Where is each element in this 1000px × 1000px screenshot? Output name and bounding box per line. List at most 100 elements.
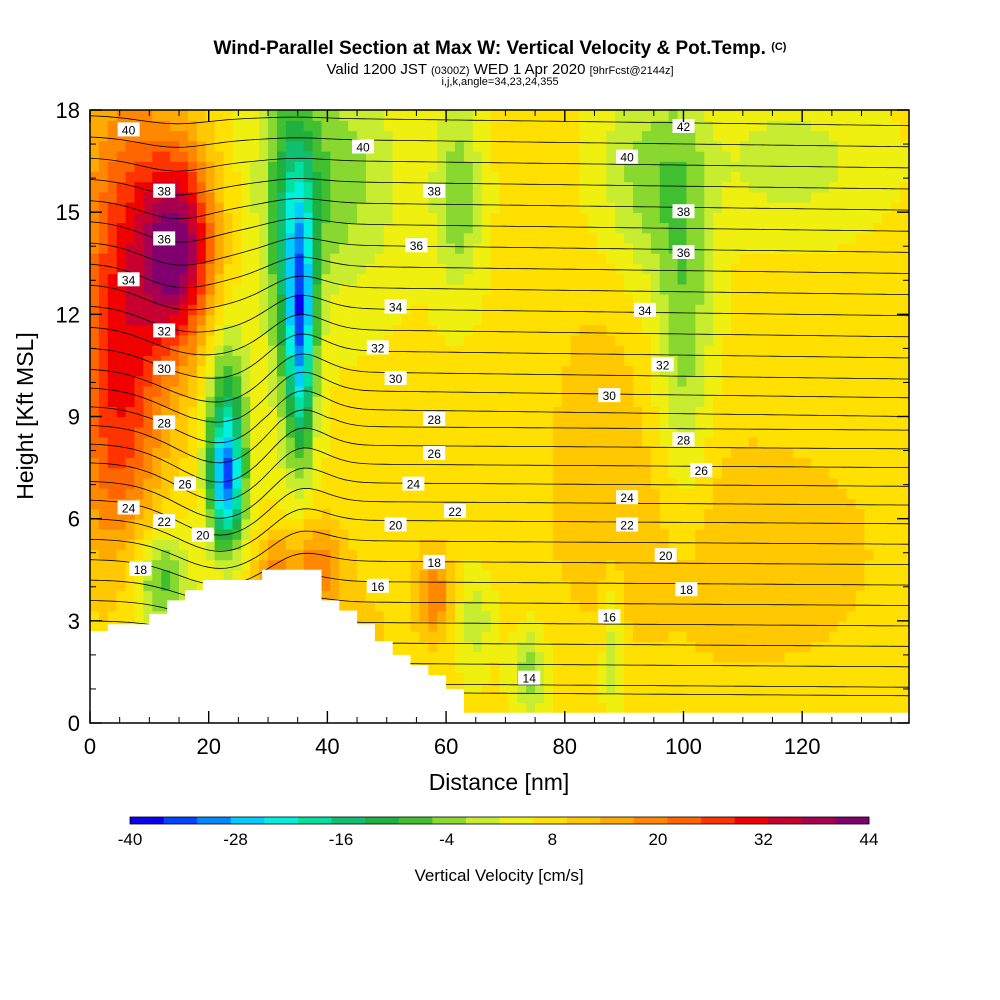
- chart-indices: i,j,k,angle=34,23,24,355: [441, 76, 559, 88]
- isentrope-line: [90, 157, 909, 172]
- colorbar-tick-label: -28: [223, 830, 248, 849]
- x-tick-label: 80: [553, 734, 577, 759]
- contour-label: 24: [122, 502, 136, 516]
- y-tick-label: 3: [68, 609, 80, 634]
- contour-label: 36: [410, 239, 424, 253]
- colorbar-swatch: [801, 817, 836, 824]
- colorbar-tick-label: 44: [860, 830, 879, 849]
- colorbar-tick-label: -40: [118, 830, 143, 849]
- x-tick-label: 100: [665, 734, 702, 759]
- isentrope-line: [90, 390, 909, 444]
- colorbar-swatch: [768, 817, 803, 824]
- contour-label-box: [616, 149, 639, 164]
- contour-label: 40: [122, 123, 136, 137]
- y-tick-label: 18: [56, 98, 80, 123]
- contour-label-box: [174, 476, 196, 491]
- contour-label: 30: [389, 372, 403, 386]
- isentrope-line: [90, 115, 909, 127]
- contour-label-box: [423, 183, 446, 198]
- contour-label: 38: [158, 185, 172, 199]
- isentrope-line: [90, 294, 909, 333]
- colorbar-swatch: [230, 817, 265, 824]
- colorbar-swatch: [835, 817, 870, 824]
- contour-label-box: [633, 302, 656, 317]
- x-tick-label: 20: [196, 734, 220, 759]
- contour-label: 22: [158, 515, 172, 529]
- colorbar-swatch: [734, 817, 769, 824]
- contour-label-box: [384, 371, 407, 385]
- contour-label-box: [675, 582, 698, 597]
- contour-label-box: [129, 561, 152, 576]
- contour-label: 32: [656, 358, 670, 372]
- contour-label-box: [153, 323, 176, 338]
- contour-label: 20: [196, 529, 210, 543]
- y-tick-label: 15: [56, 200, 80, 225]
- contour-label-box: [690, 463, 713, 477]
- isentrope-line: [90, 447, 909, 502]
- colorbar-swatch: [163, 817, 198, 824]
- y-axis-label: Height [Kft MSL]: [12, 332, 38, 499]
- contour-label: 32: [158, 324, 172, 338]
- contour-label-box: [672, 245, 695, 259]
- contour-label-box: [153, 415, 176, 430]
- contour-label: 22: [620, 519, 634, 533]
- colorbar-tick-label: 8: [548, 830, 557, 849]
- contour-label: 34: [122, 273, 136, 287]
- contour-label-box: [153, 231, 176, 246]
- y-tick-label: 12: [56, 302, 80, 327]
- x-tick-label: 120: [784, 734, 821, 759]
- contour-label-box: [672, 119, 695, 133]
- contour-label: 22: [448, 505, 462, 519]
- isentrope-line: [90, 467, 909, 519]
- contour-label-box: [616, 517, 639, 532]
- contour-label: 38: [677, 205, 691, 219]
- chart-title: Wind-Parallel Section at Max W: Vertical…: [213, 38, 787, 59]
- colorbar-swatch: [432, 817, 467, 824]
- colorbar-swatch: [465, 817, 500, 824]
- isentrope-line: [90, 237, 909, 266]
- terrain-mask: [90, 569, 909, 723]
- colorbar-tick-label: -4: [439, 830, 454, 849]
- contour-labels: 40 40 42 40 38 38 38 36 36 36 34 34 34 32 32 32 30 30 30 28…: [117, 119, 713, 686]
- colorbar-tick-label: -16: [329, 830, 354, 849]
- isentrope-line: [90, 353, 909, 403]
- colorbar-label: Vertical Velocity [cm/s]: [414, 866, 583, 885]
- contour-label: 28: [428, 413, 442, 427]
- x-tick-label: 60: [434, 734, 458, 759]
- contour-label-box: [384, 517, 407, 532]
- colorbar-swatch: [130, 817, 164, 824]
- contour-label: 26: [178, 478, 192, 492]
- contour-label-box: [598, 609, 621, 624]
- colorbar-swatch: [600, 817, 635, 824]
- contour-label-box: [402, 476, 425, 491]
- contour-label-box: [654, 548, 677, 563]
- contour-label-box: [366, 340, 389, 355]
- contour-label: 40: [620, 151, 634, 165]
- contour-label-box: [366, 578, 389, 593]
- contour-label: 28: [677, 433, 691, 447]
- isentrope-line: [90, 487, 909, 536]
- contour-label: 18: [134, 563, 148, 577]
- contour-label: 38: [428, 185, 442, 199]
- contour-label-box: [117, 122, 140, 137]
- colorbar-swatch: [365, 817, 400, 824]
- contour-label: 14: [523, 672, 537, 686]
- isentrope-line: [90, 530, 909, 569]
- y-tick-label: 9: [68, 405, 80, 430]
- contour-label: 20: [389, 519, 403, 533]
- x-tick-label: 0: [84, 734, 96, 759]
- colorbar-tick-label: 32: [754, 830, 773, 849]
- contour-label: 18: [428, 556, 442, 570]
- contour-label-box: [651, 357, 674, 372]
- colorbar-swatch: [667, 817, 702, 824]
- contour-label-box: [153, 183, 176, 198]
- contour-label-box: [616, 490, 639, 505]
- contour-label: 20: [659, 549, 673, 563]
- contour-label-box: [153, 514, 176, 529]
- contour-label: 26: [428, 447, 442, 461]
- contour-label: 26: [695, 464, 709, 478]
- contour-label-box: [672, 432, 695, 447]
- isentrope-line: [90, 275, 909, 311]
- colorbar-swatch: [701, 817, 736, 824]
